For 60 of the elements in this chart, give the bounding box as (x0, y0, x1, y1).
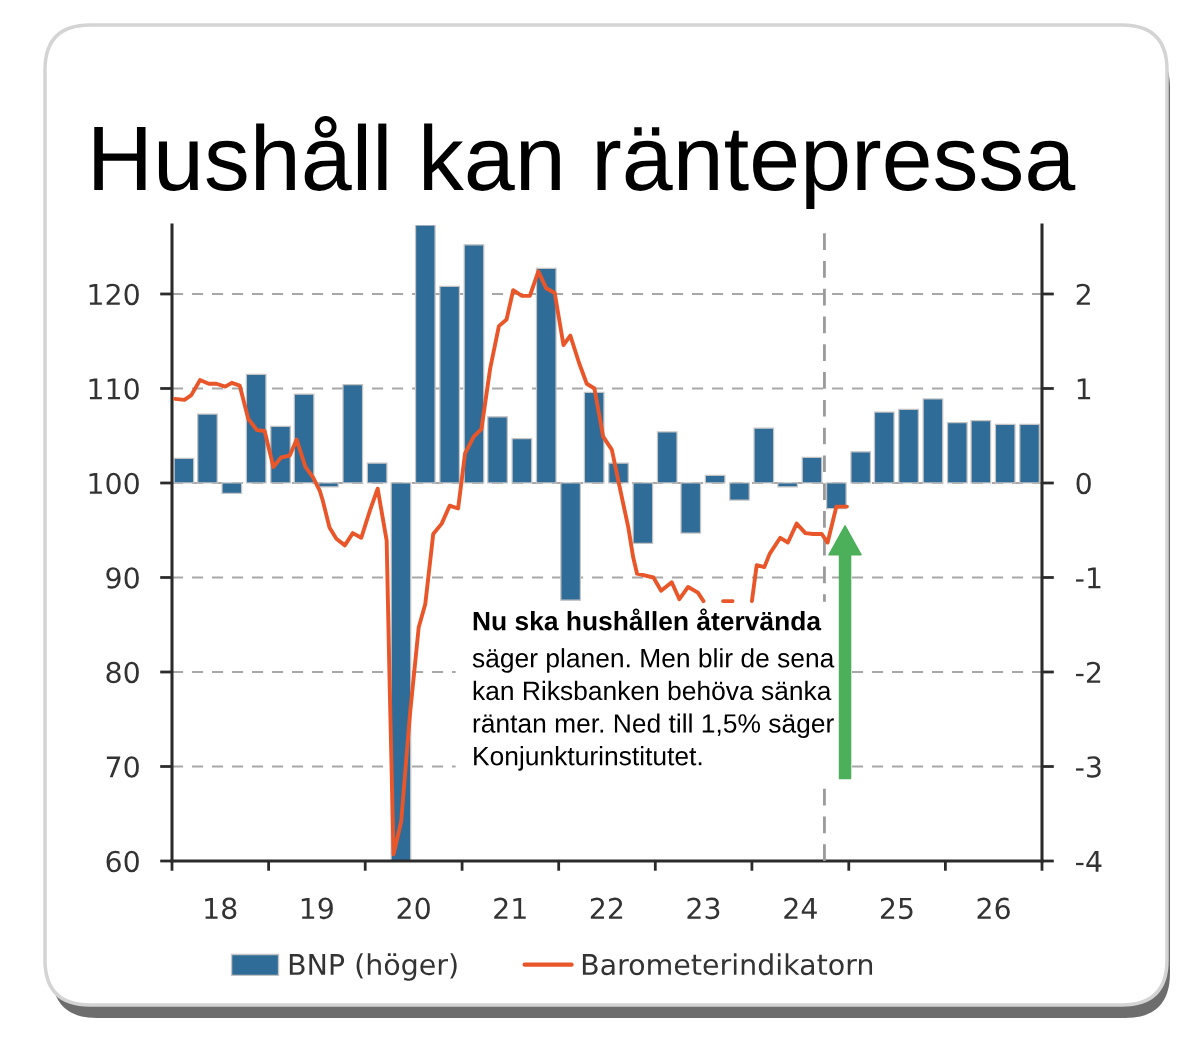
bar (946, 421, 968, 484)
bar (777, 482, 799, 488)
bar (583, 391, 605, 484)
bar (825, 482, 847, 510)
bar (535, 267, 557, 484)
bar (342, 384, 364, 484)
annotation: säger planen. Men blir de sena kan Riksbanken behöva sänka räntan mer. Ned till 1,5% säger Konjunkturinstitutet. (472, 648, 835, 771)
bar (439, 285, 461, 484)
y-tick-label: 70 (106, 756, 139, 778)
bar (656, 431, 678, 484)
y2-tick-label: 2 (1076, 283, 1090, 305)
y-tick-label: 80 (106, 661, 139, 684)
x-tick-label: 25 (880, 897, 913, 920)
bar (970, 419, 992, 484)
y2-tick-label: 1 (1077, 378, 1091, 400)
y-tick-label: 90 (106, 567, 139, 589)
bar (487, 416, 508, 484)
x-tick-label: 23 (687, 897, 720, 920)
x-tick-label: 26 (977, 897, 1010, 920)
y2-tick-label: -4 (1076, 851, 1102, 872)
y-tick-label: 60 (106, 850, 139, 873)
bar (173, 457, 195, 484)
bar (680, 482, 702, 534)
y2-tick-label: -1 (1076, 567, 1101, 589)
y-tick-label: 100 (89, 472, 139, 495)
legend-label: Barometerindikatorn (582, 953, 873, 976)
bar (729, 482, 750, 501)
y2-tick-label: 0 (1076, 472, 1091, 495)
bar (873, 411, 895, 484)
bar (511, 437, 533, 484)
bar (850, 451, 872, 484)
bar (560, 482, 582, 601)
bar (463, 244, 485, 484)
bar (197, 413, 218, 484)
x-tick-label: 21 (494, 897, 526, 919)
bar (366, 462, 388, 484)
y2-tick-label: -3 (1076, 756, 1101, 778)
bar (245, 373, 267, 484)
y2-tick-label: -2 (1076, 661, 1101, 683)
x-tick-label: 18 (205, 897, 237, 920)
bar (1019, 423, 1040, 484)
annotation: Nu ska hushållen återvända (473, 608, 822, 631)
legend-label: BNP (höger) (289, 953, 457, 981)
bar (801, 456, 823, 484)
x-tick-label: 19 (301, 897, 333, 920)
bar (922, 398, 944, 484)
y-tick-label: 120 (89, 283, 139, 306)
x-tick-label: 20 (397, 897, 430, 920)
bar (753, 427, 775, 484)
bar (898, 408, 920, 484)
x-tick-label: 24 (784, 897, 817, 919)
bar (994, 423, 1016, 484)
bar (221, 482, 243, 495)
bar (414, 225, 436, 484)
bar (704, 474, 726, 484)
x-tick-label: 22 (590, 897, 623, 919)
bar (318, 482, 339, 488)
bar (632, 482, 654, 545)
chart-title: Hushåll kan räntepressa (94, 116, 1076, 210)
y-tick-label: 110 (89, 378, 139, 400)
